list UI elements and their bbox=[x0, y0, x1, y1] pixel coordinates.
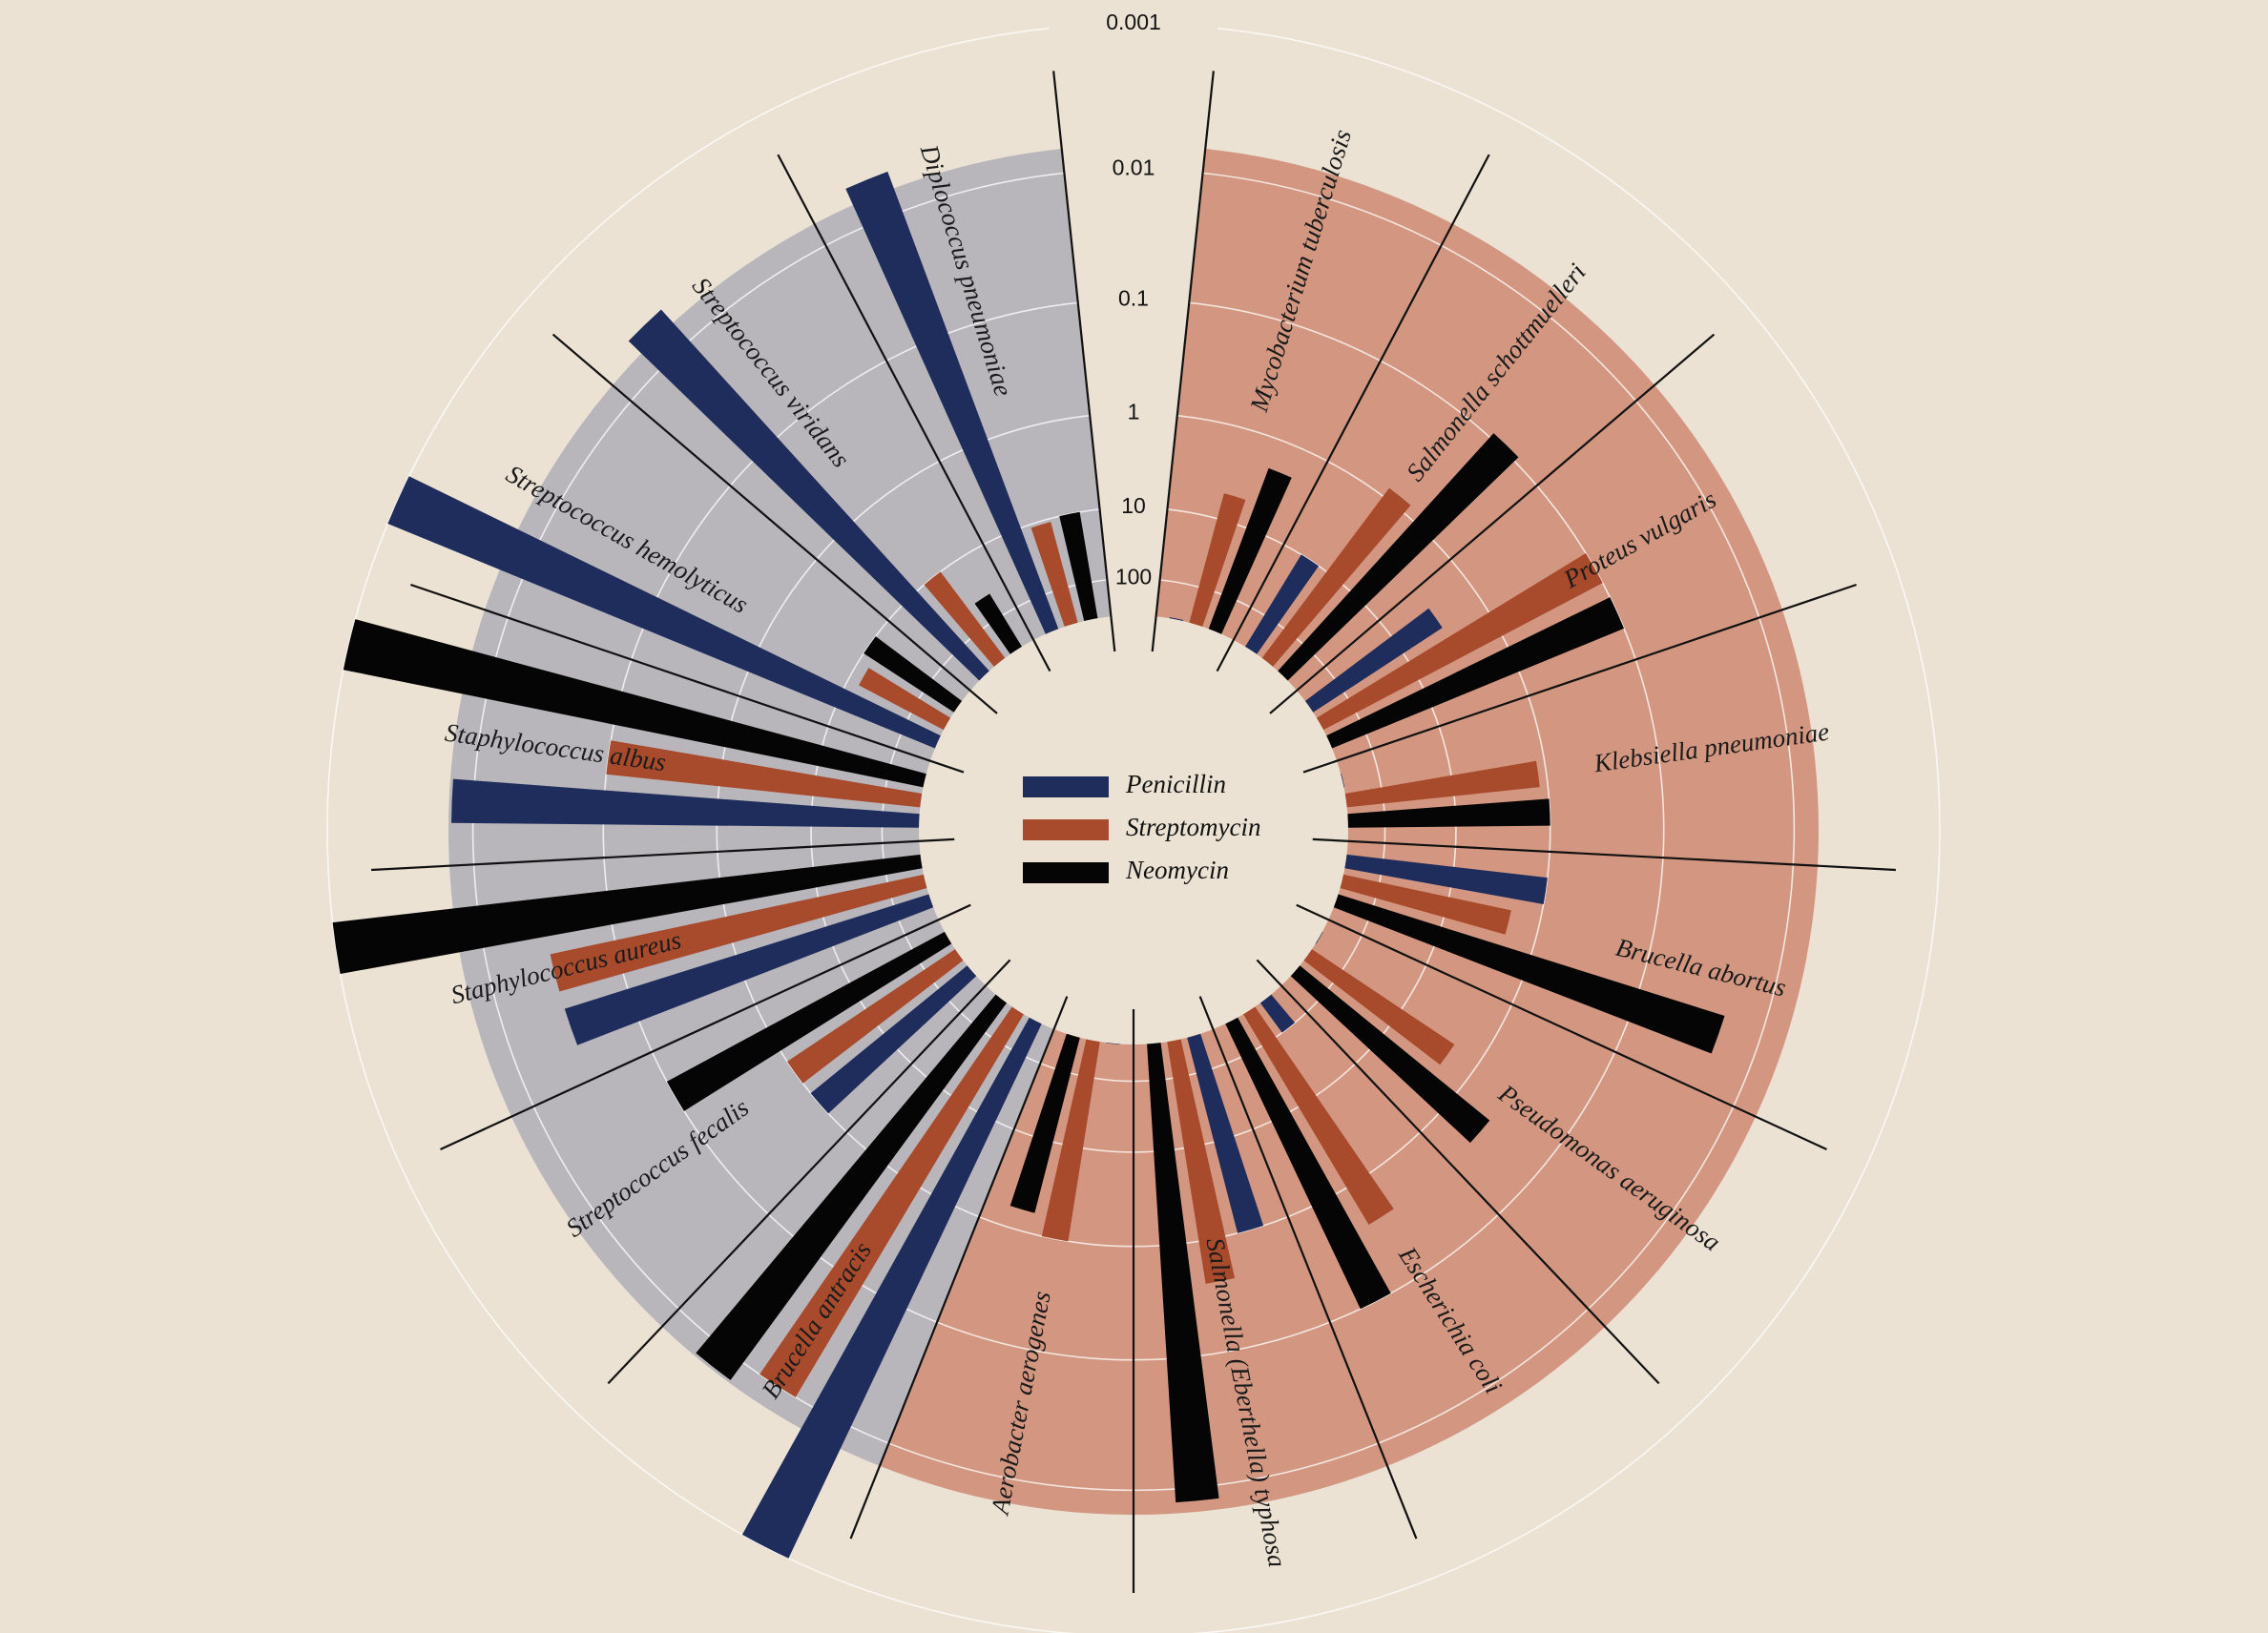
bar-neomycin bbox=[1225, 1017, 1391, 1310]
bar-streptomycin bbox=[1344, 760, 1540, 808]
separator-line bbox=[1256, 959, 1660, 1385]
bar-penicillin bbox=[1187, 1033, 1264, 1233]
bar-streptomycin bbox=[606, 740, 923, 808]
bar-neomycin bbox=[974, 593, 1022, 654]
bar-streptomycin bbox=[1340, 874, 1511, 935]
bar-penicillin bbox=[1169, 617, 1184, 622]
bar-neomycin bbox=[1326, 597, 1625, 749]
bar-streptomycin bbox=[1261, 487, 1411, 667]
tick-labels: 100 10 1 0.1 0.01 0.001 bbox=[1106, 10, 1161, 589]
tick-label: 0.1 bbox=[1118, 285, 1149, 310]
separator-line bbox=[551, 333, 998, 714]
bar-penicillin bbox=[1341, 774, 1345, 788]
bar-penicillin bbox=[1315, 931, 1323, 944]
bar-streptomycin bbox=[924, 571, 1006, 667]
bar-penicillin bbox=[810, 965, 977, 1114]
bar-neomycin bbox=[864, 636, 963, 713]
bar-penicillin bbox=[451, 778, 920, 828]
tick-label: 0.01 bbox=[1113, 155, 1155, 180]
separator-lines bbox=[371, 71, 1896, 1593]
legend-swatch-penicillin bbox=[1023, 776, 1109, 797]
legend-swatch-streptomycin bbox=[1023, 819, 1109, 840]
legend: Penicillin Streptomycin Neomycin bbox=[1023, 770, 1260, 884]
bar-penicillin bbox=[1304, 608, 1443, 713]
separator-line bbox=[371, 837, 955, 872]
bar-streptomycin bbox=[1316, 552, 1603, 731]
bar-neomycin bbox=[1333, 894, 1725, 1054]
tick-label: 100 bbox=[1115, 565, 1152, 589]
group-background-negative bbox=[879, 148, 1820, 1516]
bar-neomycin bbox=[332, 854, 923, 974]
bar-streptomycin bbox=[1030, 522, 1078, 627]
gridline-5 bbox=[326, 27, 1941, 1633]
separator-line bbox=[607, 959, 1011, 1385]
bar-streptomycin bbox=[859, 668, 951, 731]
separator-line bbox=[410, 583, 965, 774]
bar-streptomycin bbox=[1041, 1039, 1100, 1242]
bar-penicillin bbox=[387, 476, 941, 749]
bar-streptomycin bbox=[1243, 1006, 1394, 1225]
separator-line bbox=[1312, 837, 1896, 872]
bar-neomycin bbox=[666, 931, 952, 1111]
bars bbox=[332, 171, 1725, 1559]
bar-penicillin bbox=[628, 309, 989, 681]
separator-line bbox=[1052, 71, 1116, 652]
bar-streptomycin bbox=[1167, 1039, 1236, 1284]
bar-penicillin bbox=[564, 894, 934, 1045]
bar-streptomycin bbox=[759, 1006, 1024, 1397]
separator-line bbox=[777, 154, 1051, 672]
bar-neomycin bbox=[1009, 1033, 1080, 1213]
bar-streptomycin bbox=[1303, 949, 1455, 1065]
separator-line bbox=[1151, 71, 1215, 652]
legend-label-neomycin: Neomycin bbox=[1125, 856, 1229, 884]
legend-label-streptomycin: Streptomycin bbox=[1126, 813, 1260, 841]
separator-line bbox=[1296, 903, 1827, 1151]
separator-line bbox=[440, 903, 971, 1151]
separator-line bbox=[849, 996, 1069, 1540]
bar-neomycin bbox=[1278, 433, 1519, 681]
bar-streptomycin bbox=[550, 874, 927, 992]
bar-neomycin bbox=[343, 619, 926, 788]
separator-line bbox=[1198, 996, 1418, 1540]
separator-line bbox=[1269, 333, 1716, 714]
bar-neomycin bbox=[1059, 511, 1098, 622]
bar-penicillin bbox=[741, 1017, 1042, 1559]
tick-label: 1 bbox=[1128, 399, 1140, 424]
tick-label: 0.001 bbox=[1106, 10, 1161, 34]
separator-line bbox=[1216, 154, 1490, 672]
bar-penicillin bbox=[1245, 554, 1320, 654]
bar-neomycin bbox=[1208, 467, 1292, 634]
tick-label: 10 bbox=[1121, 493, 1146, 518]
bar-neomycin bbox=[1147, 1043, 1219, 1503]
bar-streptomycin bbox=[1189, 493, 1246, 627]
legend-swatch-neomycin bbox=[1023, 862, 1109, 883]
bar-streptomycin bbox=[787, 949, 964, 1084]
bar-penicillin bbox=[1259, 994, 1296, 1033]
bar-neomycin bbox=[696, 994, 1008, 1380]
bar-neomycin bbox=[1347, 798, 1550, 828]
bar-neomycin bbox=[1290, 965, 1490, 1144]
legend-label-penicillin: Penicillin bbox=[1125, 770, 1226, 798]
bar-penicillin bbox=[845, 171, 1059, 634]
separator-line bbox=[1302, 583, 1857, 774]
bar-penicillin bbox=[1106, 1043, 1120, 1045]
bar-penicillin bbox=[1344, 854, 1548, 905]
